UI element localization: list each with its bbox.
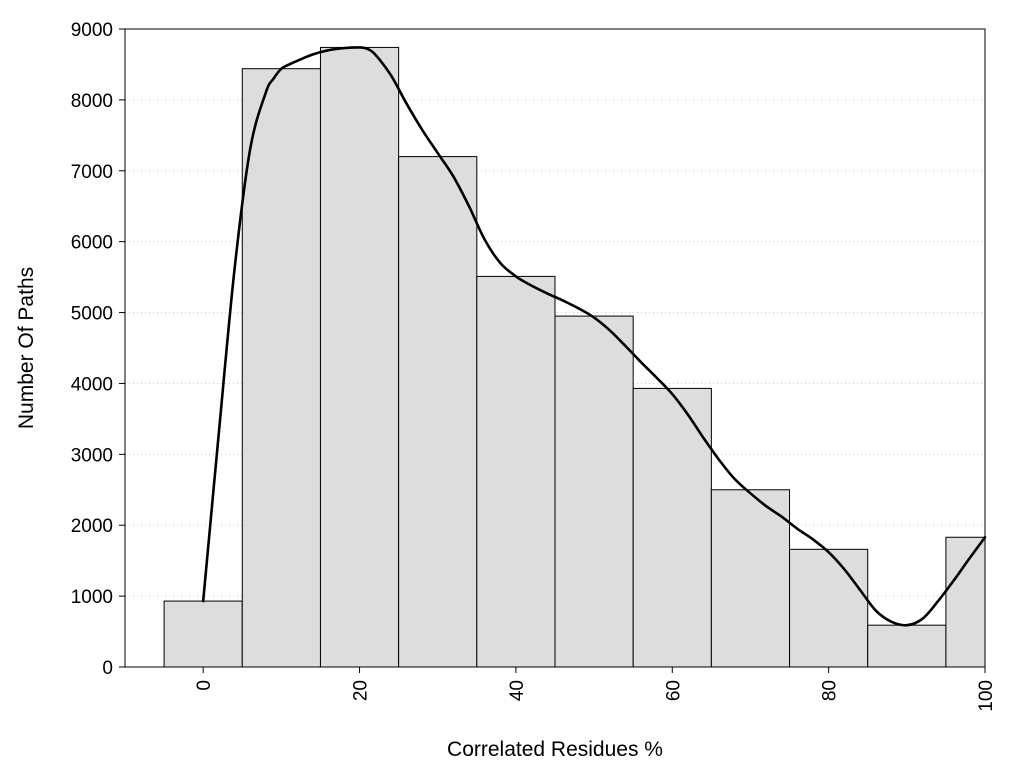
plot-frame xyxy=(124,28,986,668)
y-tick-label: 9000 xyxy=(71,20,113,41)
y-tick-label: 8000 xyxy=(71,91,113,112)
histogram-bar xyxy=(789,548,869,668)
y-tick-label: 2000 xyxy=(71,516,113,537)
histogram-bar xyxy=(398,156,478,668)
density-curve xyxy=(201,46,987,627)
histogram-bar xyxy=(945,536,986,668)
x-tick-label: 100 xyxy=(976,680,997,712)
x-tick-label: 40 xyxy=(507,680,528,701)
y-tick-label: 7000 xyxy=(71,162,113,183)
x-tick-label: 0 xyxy=(194,680,215,691)
y-tick-label: 5000 xyxy=(71,304,113,325)
histogram-bar xyxy=(867,624,947,668)
x-axis-label: Correlated Residues % xyxy=(447,738,663,761)
histogram-bar xyxy=(554,315,634,668)
x-tick-label: 80 xyxy=(820,680,841,701)
histogram-bar xyxy=(476,275,556,668)
bars xyxy=(163,46,986,668)
y-tick-label: 6000 xyxy=(71,233,113,254)
y-tick-label: 4000 xyxy=(71,374,113,395)
histogram-bar xyxy=(710,489,791,668)
y-tick-label: 3000 xyxy=(71,445,113,466)
histogram-bar xyxy=(632,387,712,668)
x-axis-ticks: 0 20 40 60 80 100 xyxy=(194,667,997,712)
histogram-bar xyxy=(163,600,243,668)
y-axis-ticks: 0 1000 2000 3000 4000 5000 6000 7000 8000 9000 xyxy=(71,20,125,679)
y-tick-label: 1000 xyxy=(71,587,113,608)
histogram-bar xyxy=(241,68,321,668)
x-tick-label: 20 xyxy=(351,680,372,701)
x-tick-label: 60 xyxy=(663,680,684,701)
y-tick-label: 0 xyxy=(102,658,113,679)
y-axis-label: Number Of Paths xyxy=(15,267,38,429)
histogram-bar xyxy=(319,46,400,668)
